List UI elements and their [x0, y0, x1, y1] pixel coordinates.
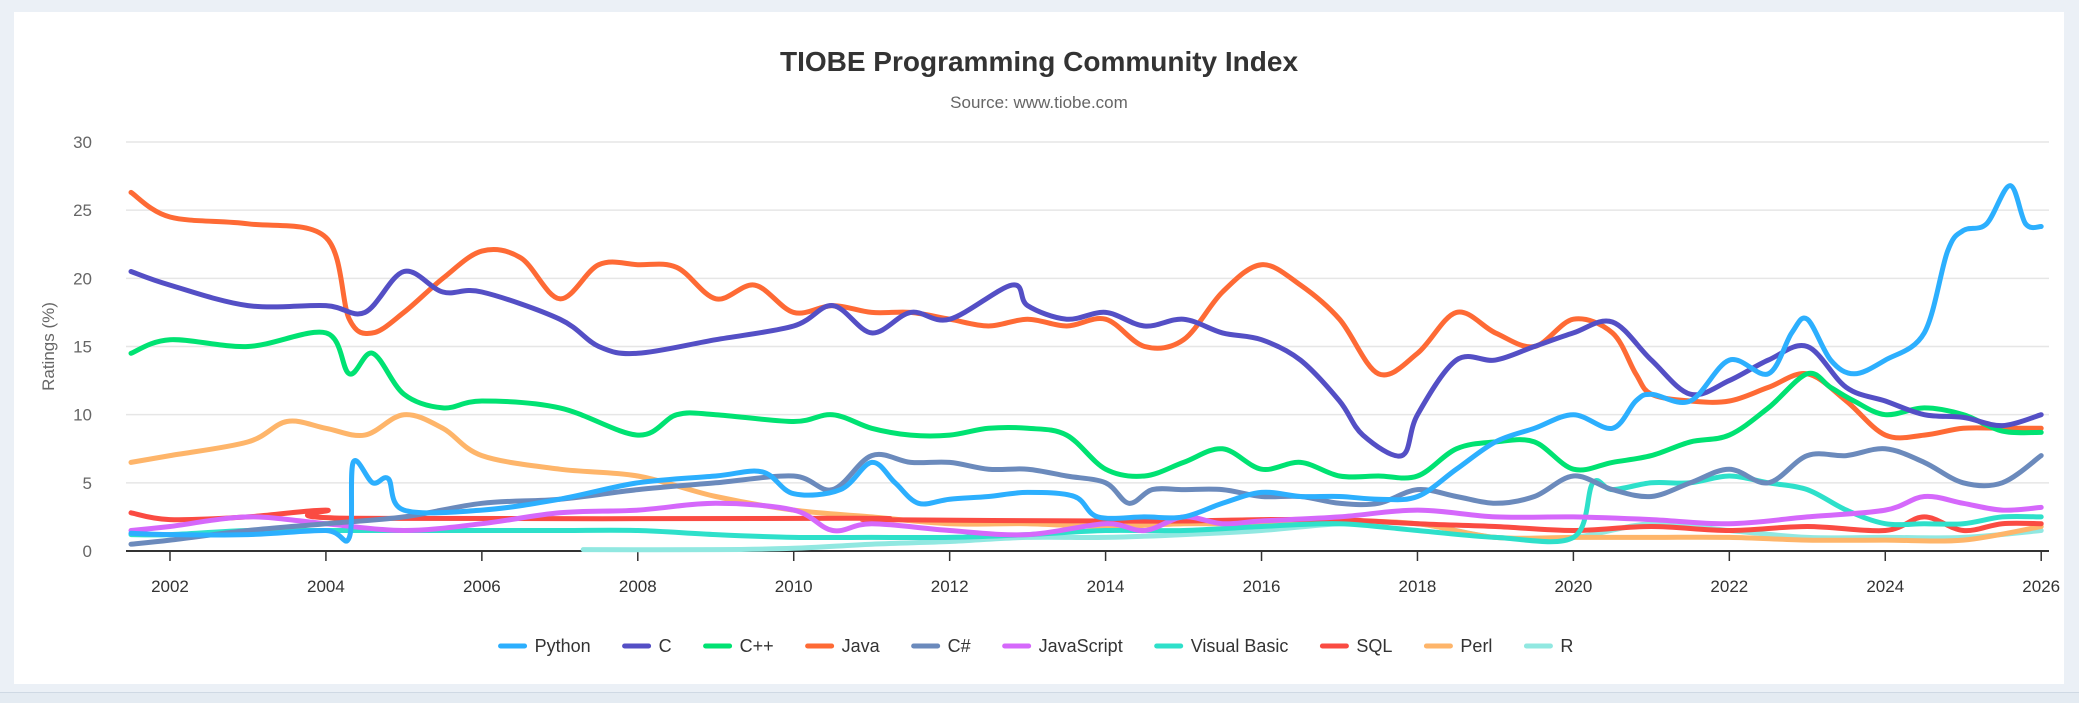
- legend-label: Perl: [1460, 636, 1492, 656]
- legend-label: C#: [948, 636, 971, 656]
- x-tick-label: 2004: [307, 577, 345, 596]
- y-tick-label: 5: [83, 474, 92, 493]
- legend-item-sql[interactable]: SQL: [1319, 636, 1392, 656]
- x-tick-label: 2008: [619, 577, 657, 596]
- series-line-c-[interactable]: [128, 446, 2044, 547]
- chart-subtitle: Source: www.tiobe.com: [950, 93, 1128, 112]
- series-line-visual-basic[interactable]: [128, 473, 2044, 545]
- series-line-perl[interactable]: [128, 412, 2044, 544]
- legend-label: Visual Basic: [1191, 636, 1289, 656]
- legend-label: JavaScript: [1039, 636, 1123, 656]
- x-tick-label: 2018: [1399, 577, 1437, 596]
- x-tick-label: 2002: [151, 577, 189, 596]
- y-tick-label: 15: [73, 338, 92, 357]
- legend-item-c-[interactable]: C++: [703, 636, 774, 656]
- y-tick-label: 20: [73, 269, 92, 288]
- x-tick-label: 2026: [2022, 577, 2060, 596]
- x-tick-label: 2010: [775, 577, 813, 596]
- series-line-c[interactable]: [128, 268, 2044, 459]
- y-tick-label: 30: [73, 133, 92, 152]
- chart-title: TIOBE Programming Community Index: [780, 46, 1298, 77]
- y-tick-label: 0: [83, 542, 92, 561]
- x-tick-label: 2024: [1866, 577, 1904, 596]
- legend-label: Python: [535, 636, 591, 656]
- series-line-javascript[interactable]: [128, 493, 2044, 538]
- x-tick-label: 2016: [1243, 577, 1281, 596]
- legend-label: C++: [740, 636, 774, 656]
- legend-label: SQL: [1356, 636, 1392, 656]
- legend-item-c[interactable]: C: [622, 636, 672, 656]
- series-line-c-[interactable]: [128, 329, 2044, 481]
- bottom-strip: [0, 692, 2079, 703]
- y-tick-label: 25: [73, 201, 92, 220]
- legend-item-visual-basic[interactable]: Visual Basic: [1154, 636, 1289, 656]
- x-tick-label: 2020: [1554, 577, 1592, 596]
- legend-label: C: [659, 636, 672, 656]
- legend-item-r[interactable]: R: [1523, 636, 1573, 656]
- legend-item-perl[interactable]: Perl: [1423, 636, 1492, 656]
- legend-label: R: [1560, 636, 1573, 656]
- series-line-java[interactable]: [128, 189, 2044, 441]
- tiobe-line-chart: TIOBE Programming Community Index Source:…: [39, 46, 2060, 656]
- legend-label: Java: [842, 636, 881, 656]
- series-line-python[interactable]: [128, 183, 2044, 544]
- y-tick-label: 10: [73, 406, 92, 425]
- x-tick-label: 2014: [1087, 577, 1125, 596]
- legend-item-javascript[interactable]: JavaScript: [1002, 636, 1123, 656]
- chart-card: TIOBE Programming Community Index Source:…: [14, 12, 2064, 684]
- y-axis-title: Ratings (%): [39, 302, 58, 391]
- legend-item-java[interactable]: Java: [805, 636, 881, 656]
- x-tick-label: 2006: [463, 577, 501, 596]
- x-tick-label: 2022: [1710, 577, 1748, 596]
- legend-item-c-[interactable]: C#: [911, 636, 971, 656]
- legend-item-python[interactable]: Python: [498, 636, 591, 656]
- x-tick-label: 2012: [931, 577, 969, 596]
